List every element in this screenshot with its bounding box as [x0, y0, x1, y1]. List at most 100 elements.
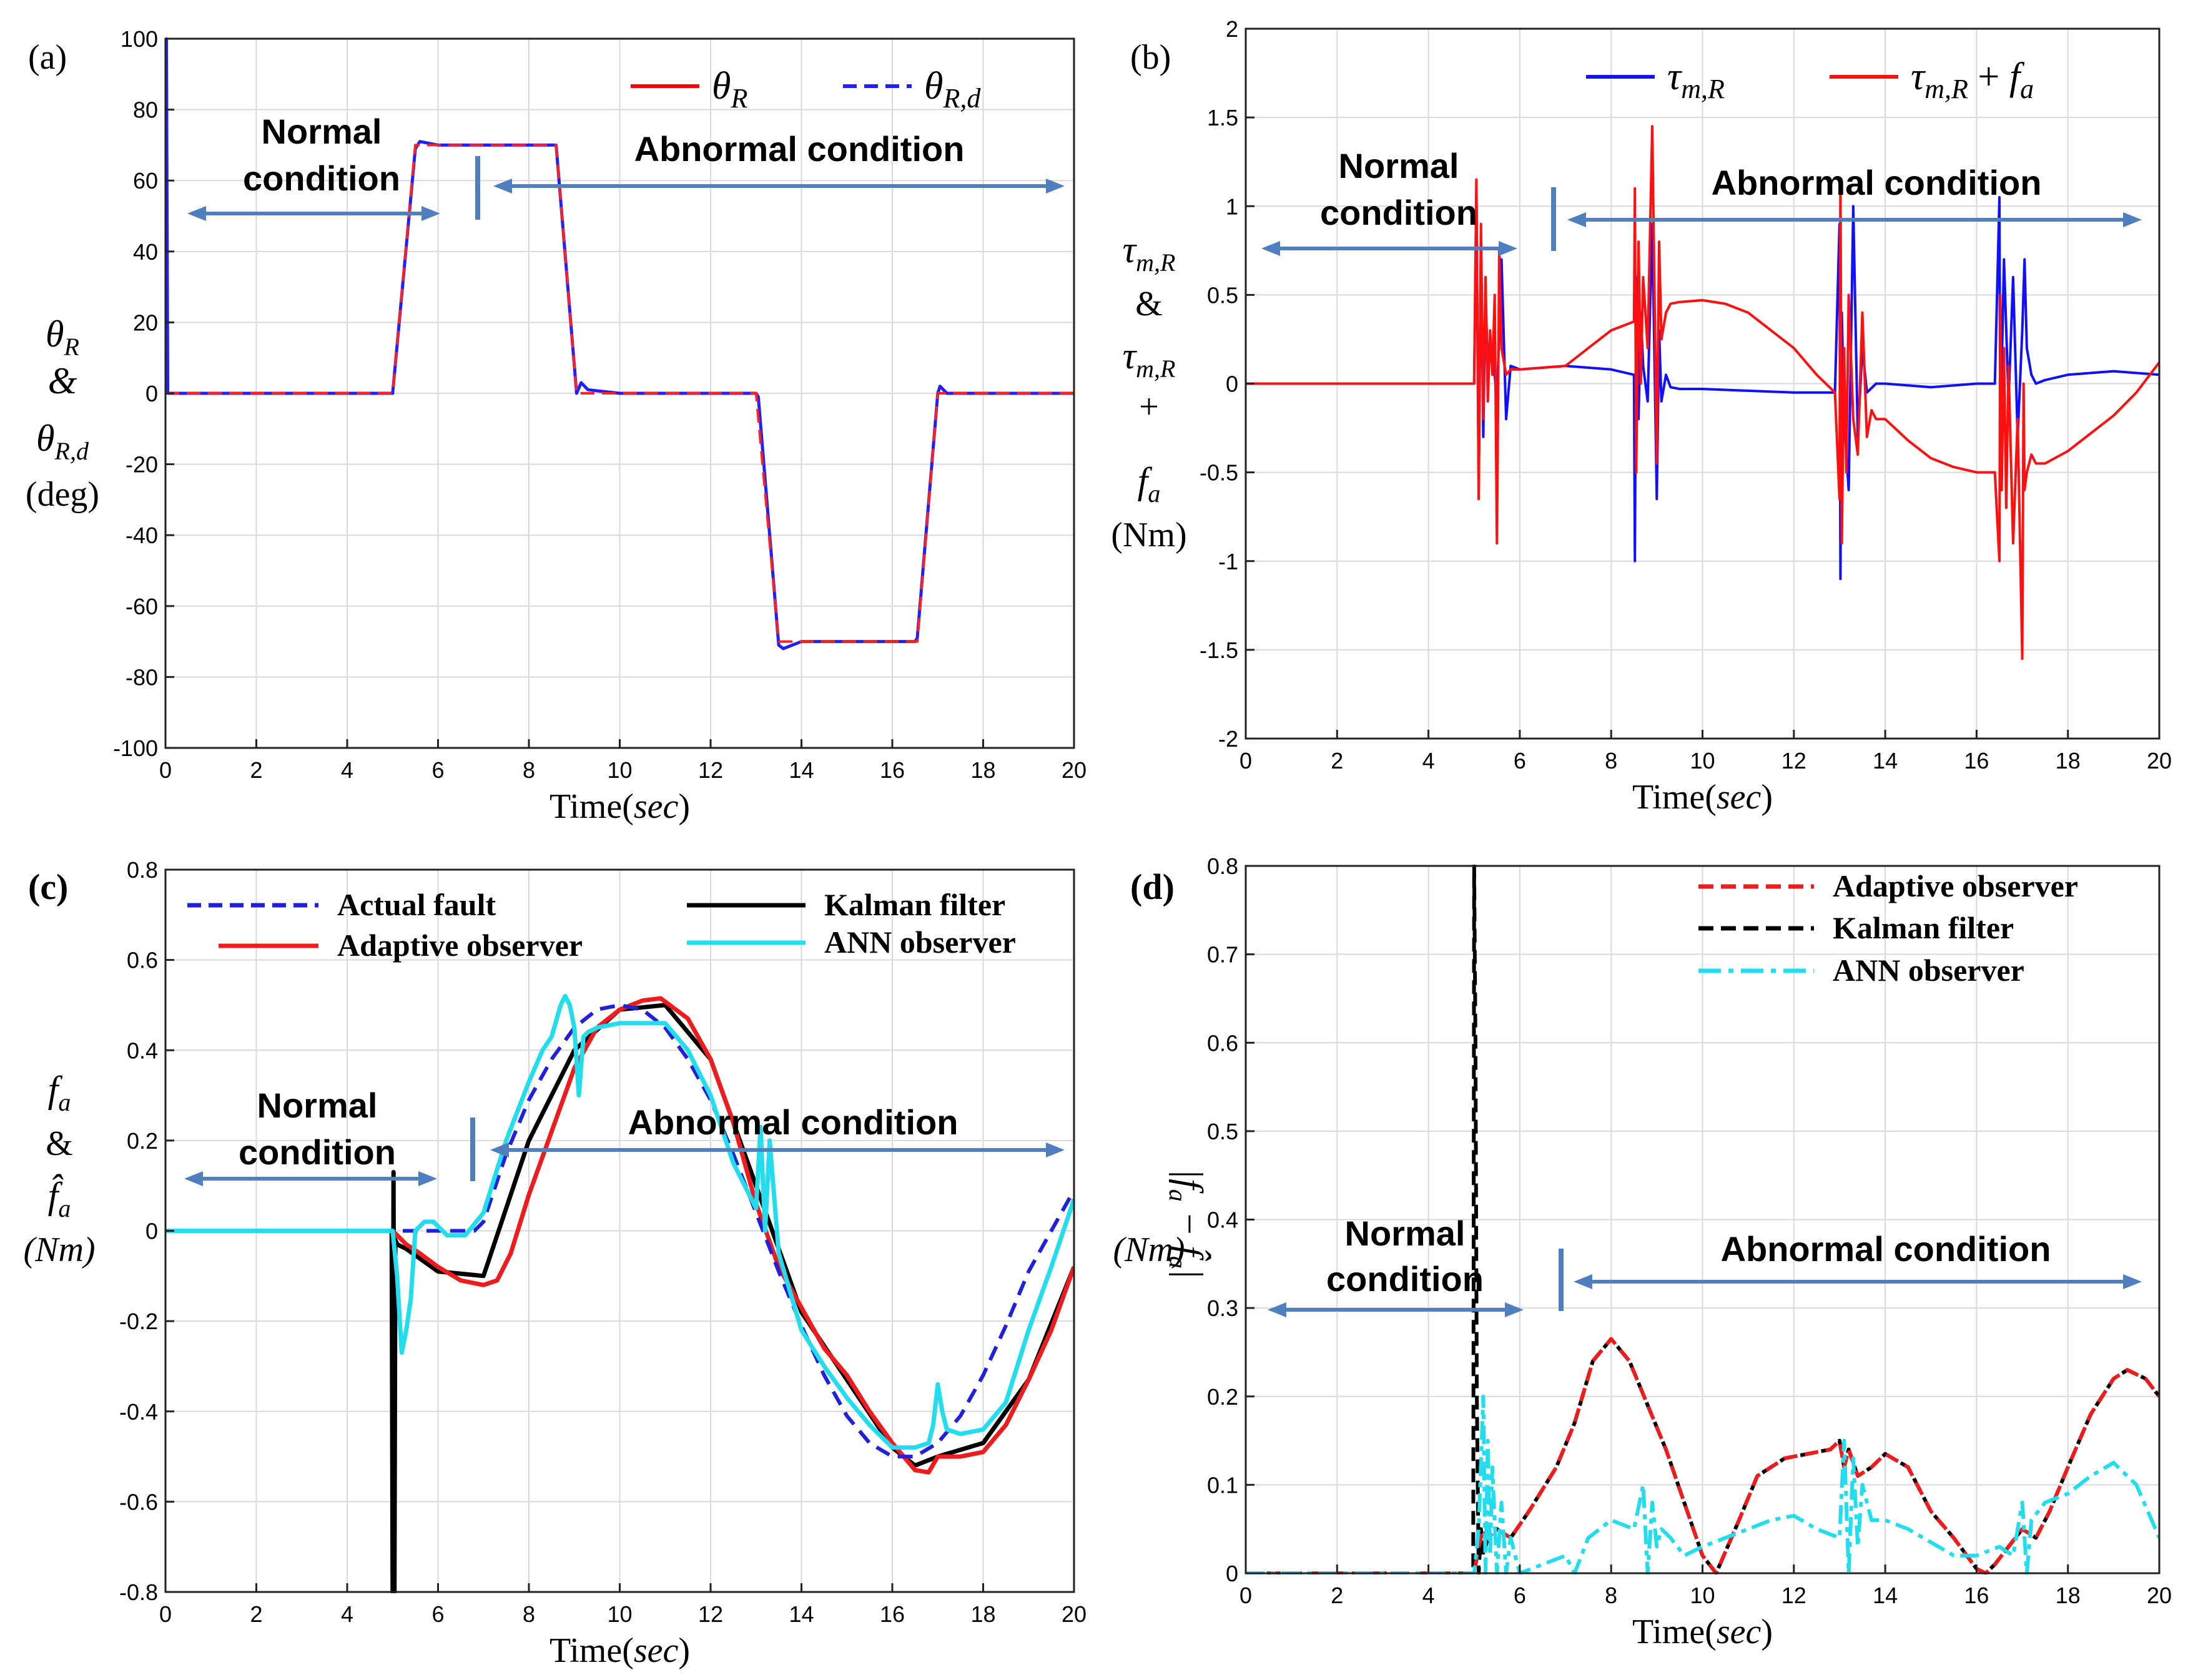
y-label-sub: a — [58, 1088, 71, 1116]
y-tick-label: -1 — [1218, 549, 1238, 574]
y-tick-label: -0.8 — [119, 1579, 158, 1605]
y-tick-label: -1.5 — [1200, 637, 1238, 663]
y-tick-label: 0.3 — [1207, 1295, 1238, 1321]
y-tick-label: 0 — [145, 381, 158, 406]
y-label-sub: R — [64, 333, 79, 361]
y-tick-label: -0.6 — [119, 1489, 158, 1515]
y-axis-label-line: & — [1135, 285, 1163, 323]
legend-extra: + — [1968, 56, 2009, 98]
legend-symbol: τ — [1667, 56, 1683, 98]
y-tick-label: -100 — [113, 735, 158, 761]
legend-extra-sub: a — [2020, 74, 2034, 104]
legend-entry: Adaptive observer — [1698, 868, 2078, 903]
y-tick-label: -80 — [126, 664, 158, 690]
y-tick-label: 2 — [1226, 16, 1238, 42]
arrow-head-left — [493, 179, 512, 194]
x-tick-label: 0 — [1239, 748, 1252, 774]
x-tick-label: 8 — [523, 757, 535, 783]
y-tick-label: 0.8 — [1207, 853, 1238, 879]
y-label-part: (Nm) — [23, 1231, 95, 1269]
panel-label: (d) — [1130, 867, 1175, 907]
y-tick-label: 0.4 — [127, 1038, 158, 1063]
x-tick-label: 0 — [1239, 1583, 1252, 1608]
x-axis-label: Time(sec) — [1632, 1613, 1773, 1651]
y-label-part: & — [48, 360, 77, 401]
x-tick-label: 20 — [2147, 1583, 2172, 1608]
x-axis-label-text: Time( — [549, 787, 634, 826]
x-tick-label: 8 — [523, 1601, 535, 1627]
x-tick-label: 12 — [1781, 748, 1806, 774]
y-tick-label: -0.4 — [119, 1399, 158, 1425]
legend-entry: θR — [631, 65, 747, 114]
arrow-head-right — [1046, 179, 1065, 194]
series-group — [165, 37, 1074, 651]
y-label-sub: a — [1164, 1256, 1192, 1269]
y-label-part: (Nm) — [1113, 1231, 1185, 1269]
x-tick-label: 20 — [1062, 1601, 1087, 1627]
y-tick-label: 0.5 — [1207, 282, 1238, 308]
y-tick-label: 0.2 — [1207, 1384, 1238, 1410]
x-tick-label: 16 — [1964, 748, 1989, 774]
x-axis-label-text: Time( — [549, 1631, 634, 1670]
y-axis-label-line: τm,R — [1123, 229, 1176, 277]
x-tick-label: 12 — [698, 1601, 723, 1627]
y-tick-label: 0 — [1226, 371, 1238, 397]
x-tick-label: 14 — [1873, 748, 1898, 774]
x-tick-label: 2 — [250, 757, 262, 783]
x-axis-label-unit: sec — [634, 1631, 679, 1670]
x-tick-label: 2 — [1331, 748, 1343, 774]
panel-label: (b) — [1130, 38, 1171, 77]
x-axis-label-unit: sec — [1717, 1613, 1762, 1651]
legend-label: Adaptive observer — [337, 928, 583, 963]
arrow-head-left — [1574, 1274, 1592, 1289]
y-axis-label-line: (Nm) — [1111, 516, 1186, 554]
y-tick-label: 0 — [1226, 1561, 1238, 1586]
x-axis-label-close: ) — [1761, 778, 1773, 817]
x-tick-label: 0 — [159, 757, 172, 783]
y-label-part: θ — [46, 313, 64, 355]
y-tick-label: -40 — [126, 523, 158, 548]
x-tick-label: 18 — [970, 1601, 995, 1627]
legend-entry: Actual fault — [187, 887, 496, 922]
x-tick-label: 16 — [880, 757, 905, 783]
y-tick-label: 0.6 — [1207, 1030, 1238, 1056]
arrow-head-left — [1268, 1302, 1286, 1317]
x-tick-label: 4 — [1422, 1583, 1435, 1608]
x-tick-label: 12 — [1781, 1583, 1806, 1608]
condition-label: Normal — [262, 112, 382, 151]
condition-label: Abnormal condition — [1721, 1229, 2051, 1269]
series-line-a-1 — [165, 144, 1074, 643]
x-tick-label: 16 — [880, 1601, 905, 1627]
y-label-sub: m,R — [1136, 355, 1175, 383]
condition-label: condition — [243, 159, 400, 198]
panel-label: (c) — [28, 867, 68, 907]
x-tick-label: 16 — [1964, 1583, 1989, 1608]
x-tick-label: 4 — [341, 1601, 353, 1627]
y-label-part: τ — [1123, 335, 1138, 376]
y-label-sub: a — [1148, 479, 1160, 508]
y-axis-label-line: θR,d — [36, 418, 89, 465]
condition-label: Normal — [257, 1086, 378, 1125]
x-tick-label: 10 — [1690, 1583, 1715, 1608]
y-tick-label: 0 — [145, 1219, 158, 1244]
x-tick-label: 10 — [1690, 748, 1715, 774]
panel-d: 0 2 4 6 8 10 12 14 16 18 20 0 0.1 0.2 0.3 0.4 0.5 0.6 0.7 0… — [1113, 853, 2172, 1651]
y-tick-label: 0.4 — [1207, 1207, 1238, 1233]
arrow-head-right — [1499, 241, 1517, 256]
series-line-b-1 — [1246, 125, 2159, 661]
x-axis-label: Time(sec) — [1632, 778, 1773, 817]
y-label-part: (Nm) — [1111, 516, 1186, 554]
legend-label: ANN observer — [1833, 953, 2024, 988]
x-axis-label-text: Time( — [1632, 1613, 1717, 1651]
series-line-b-0 — [1246, 187, 2159, 581]
x-tick-label: 4 — [341, 757, 353, 783]
y-axis-label-line: (Nm) — [1113, 1231, 1185, 1269]
x-axis-label: Time(sec) — [549, 1631, 690, 1670]
y-tick-label: 100 — [121, 26, 158, 52]
y-axis-label-line: τm,R — [1123, 335, 1176, 383]
x-tick-label: 6 — [1514, 1583, 1526, 1608]
series-line-d-2 — [1246, 1394, 2159, 1574]
legend-entry: ANN observer — [687, 925, 1016, 960]
y-axis-label-line: fa — [1138, 460, 1161, 508]
y-axis-label-line: & — [48, 360, 77, 401]
